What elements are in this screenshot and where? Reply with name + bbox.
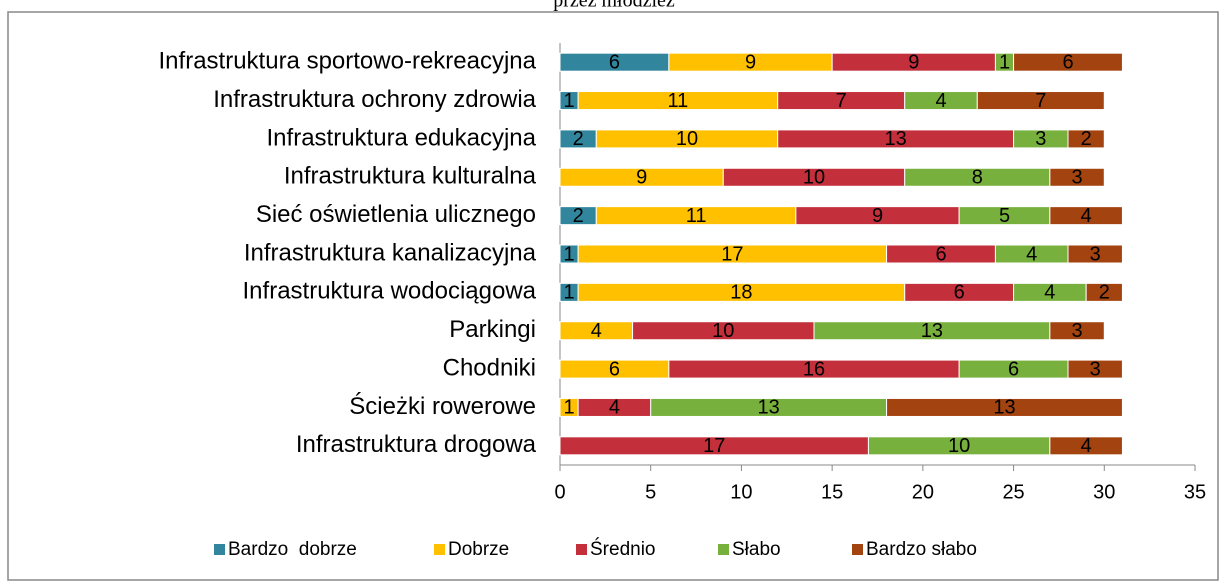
bar-segment bbox=[1085, 282, 1123, 302]
data-label: 2 bbox=[573, 205, 584, 227]
data-label: 3 bbox=[1090, 243, 1101, 265]
chart-title: przez młodzież bbox=[553, 0, 675, 12]
bar-segment bbox=[886, 397, 1123, 417]
data-label: 17 bbox=[703, 435, 725, 457]
data-label: 4 bbox=[1026, 243, 1037, 265]
x-tick-label: 0 bbox=[554, 481, 565, 503]
data-label: 1 bbox=[564, 397, 575, 419]
data-label: 6 bbox=[609, 51, 620, 73]
data-label: 13 bbox=[885, 128, 907, 150]
data-label: 9 bbox=[745, 51, 756, 73]
bar-segment bbox=[1013, 52, 1123, 72]
data-label: 6 bbox=[609, 358, 620, 380]
data-label: 4 bbox=[1081, 205, 1092, 227]
data-label: 7 bbox=[836, 90, 847, 112]
data-label: 9 bbox=[908, 51, 919, 73]
y-tick-label: Ścieżki rowerowe bbox=[349, 392, 536, 420]
data-label: 1 bbox=[999, 51, 1010, 73]
data-label: 13 bbox=[921, 320, 943, 342]
x-tick-label: 35 bbox=[1184, 481, 1206, 503]
data-label: 4 bbox=[591, 320, 602, 342]
data-label: 2 bbox=[1081, 128, 1092, 150]
data-label: 6 bbox=[1062, 51, 1073, 73]
data-label: 2 bbox=[1099, 282, 1110, 304]
data-label: 5 bbox=[999, 205, 1010, 227]
bar-segment bbox=[1067, 129, 1105, 149]
y-tick-label: Chodniki bbox=[443, 354, 536, 381]
y-tick-label: Infrastruktura sportowo-rekreacyjna bbox=[159, 48, 537, 75]
bar-segment bbox=[1049, 167, 1105, 187]
data-label: 16 bbox=[803, 358, 825, 380]
data-label: 10 bbox=[803, 167, 825, 189]
y-tick-label: Infrastruktura kanalizacyjna bbox=[244, 239, 537, 266]
data-label: 18 bbox=[730, 282, 752, 304]
y-tick-label: Infrastruktura edukacyjna bbox=[267, 124, 537, 151]
data-label: 17 bbox=[721, 243, 743, 265]
legend-label: Dobrze bbox=[448, 539, 509, 560]
data-label: 1 bbox=[564, 243, 575, 265]
chart-border bbox=[7, 11, 1219, 581]
data-label: 8 bbox=[972, 167, 983, 189]
data-label: 10 bbox=[712, 320, 734, 342]
legend-swatch bbox=[214, 544, 225, 555]
data-label: 10 bbox=[676, 128, 698, 150]
legend-label: Bardzo słabo bbox=[866, 539, 977, 560]
data-label: 11 bbox=[668, 90, 689, 112]
y-tick-label: Infrastruktura drogowa bbox=[296, 431, 537, 458]
data-label: 9 bbox=[872, 205, 883, 227]
data-label: 13 bbox=[758, 397, 780, 419]
data-label: 3 bbox=[1072, 167, 1083, 189]
x-tick-label: 10 bbox=[730, 481, 752, 503]
x-tick-label: 30 bbox=[1093, 481, 1115, 503]
data-label: 6 bbox=[935, 243, 946, 265]
legend-label: Średnio bbox=[590, 538, 656, 560]
data-label: 10 bbox=[948, 435, 970, 457]
bar-segment bbox=[1049, 436, 1123, 456]
y-tick-label: Infrastruktura ochrony zdrowia bbox=[213, 86, 536, 113]
data-label: 11 bbox=[686, 205, 707, 227]
x-tick-label: 5 bbox=[645, 481, 656, 503]
data-label: 7 bbox=[1035, 90, 1046, 112]
x-tick-label: 25 bbox=[1002, 481, 1024, 503]
data-label: 13 bbox=[993, 397, 1015, 419]
data-label: 1 bbox=[564, 90, 575, 112]
data-label: 3 bbox=[1035, 128, 1046, 150]
x-tick-label: 15 bbox=[821, 481, 843, 503]
data-label: 6 bbox=[954, 282, 965, 304]
legend-label: Bardzo dobrze bbox=[228, 539, 357, 560]
data-label: 4 bbox=[1044, 282, 1055, 304]
bar-segment bbox=[976, 91, 1105, 111]
legend-swatch bbox=[852, 544, 863, 555]
bar-segment bbox=[1049, 321, 1105, 341]
bar-segment bbox=[1067, 359, 1123, 379]
y-tick-label: Infrastruktura wodociągowa bbox=[243, 278, 537, 305]
data-label: 3 bbox=[1072, 320, 1083, 342]
bar-segment bbox=[1049, 206, 1123, 226]
bar-segment bbox=[1067, 244, 1123, 264]
data-label: 3 bbox=[1090, 358, 1101, 380]
data-label: 4 bbox=[1081, 435, 1092, 457]
x-tick-label: 20 bbox=[912, 481, 934, 503]
y-tick-label: Infrastruktura kulturalna bbox=[284, 163, 537, 190]
data-label: 1 bbox=[564, 282, 575, 304]
data-label: 2 bbox=[573, 128, 584, 150]
legend-swatch bbox=[576, 544, 587, 555]
legend-swatch bbox=[434, 544, 445, 555]
legend-label: Słabo bbox=[732, 539, 781, 560]
y-tick-label: Sieć oświetlenia ulicznego bbox=[256, 201, 536, 228]
data-label: 4 bbox=[935, 90, 946, 112]
y-tick-label: Parkingi bbox=[449, 316, 536, 343]
data-label: 6 bbox=[1008, 358, 1019, 380]
data-label: 9 bbox=[636, 167, 647, 189]
data-label: 4 bbox=[609, 397, 620, 419]
legend-swatch bbox=[718, 544, 729, 555]
